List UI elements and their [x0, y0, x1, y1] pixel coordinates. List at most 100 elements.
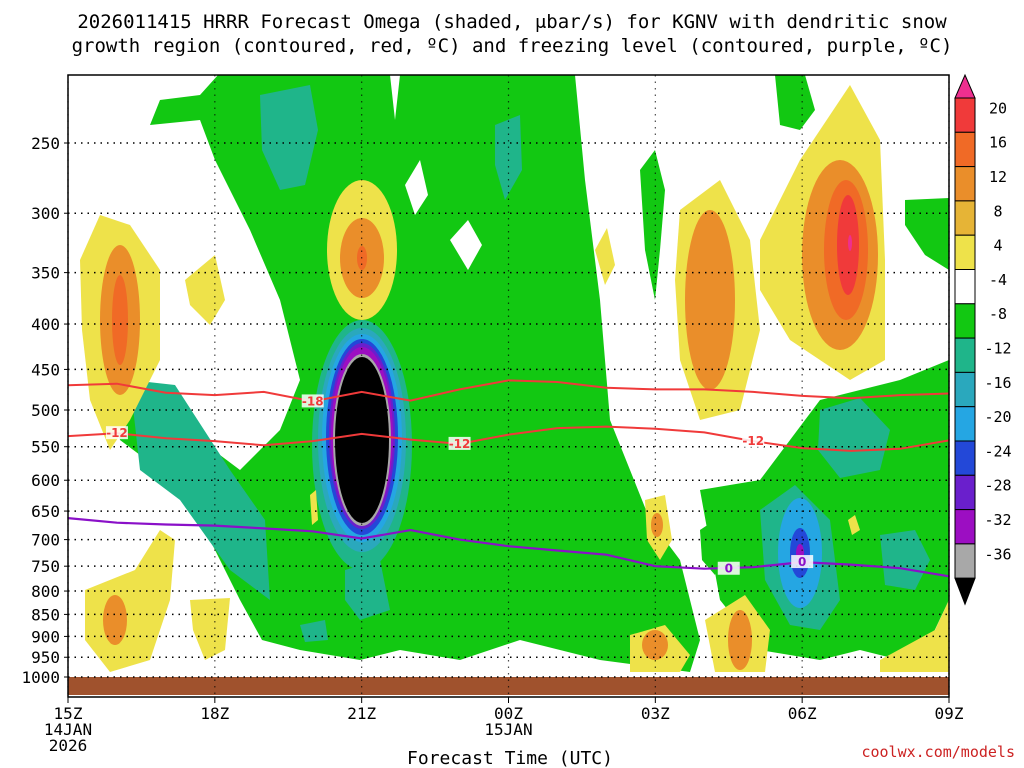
colorbar-label-11: -28	[984, 477, 1011, 495]
colorbar-swatch-5	[954, 234, 976, 270]
colorbar-swatch-9	[954, 371, 976, 408]
contour-label-bg-1	[105, 426, 128, 440]
x-tick-label-27-0: 03Z	[641, 704, 670, 723]
colorbar-swatch-13	[954, 509, 976, 545]
omega-teal-region-1	[260, 85, 318, 190]
y-tick-label-900: 900	[31, 627, 60, 646]
colorbar-label-12: -32	[984, 511, 1011, 529]
colorbar-swatch-10	[954, 406, 976, 442]
y-tick-label-500: 500	[31, 401, 60, 420]
colorbar-label-9: -20	[984, 408, 1011, 426]
colorbar-label-2: 12	[989, 168, 1007, 186]
x-tick-label-15-0: 15Z	[54, 704, 83, 723]
omega-green-region-far-right	[905, 198, 949, 270]
contour-label-bg-4	[717, 561, 740, 575]
omega-yellow-small-3	[595, 228, 615, 285]
y-axis: 250 300 350 400 450 500 550 600 650 700 750 800 850 9…	[21, 134, 68, 687]
omega-pink-07z	[848, 235, 852, 251]
y-tick-label-950: 950	[31, 648, 60, 667]
omega-yellow-small-4	[190, 598, 230, 660]
colorbar-label-10: -24	[984, 442, 1011, 460]
omega-white-gap-3	[310, 490, 318, 525]
y-tick-label-750: 750	[31, 557, 60, 576]
x-tick-label-30-0: 06Z	[788, 704, 817, 723]
omega-orange-05z	[685, 210, 735, 390]
omega-yellow-small-2	[185, 255, 225, 325]
contour-label-5: 0	[798, 555, 806, 569]
omega-teal-region-8	[345, 560, 390, 620]
omega-green-region-upper-right	[775, 75, 815, 130]
colorbar-label-0: 20	[989, 99, 1007, 117]
colorbar-swatch-6	[954, 269, 976, 305]
y-tick-label-600: 600	[31, 471, 60, 490]
y-tick-label-850: 850	[31, 605, 60, 624]
x-tick-label-15-1: 14JAN	[44, 720, 92, 739]
omega-green-region-small-2	[700, 520, 725, 575]
omega-darkorange-16z	[112, 275, 128, 365]
colorbar-swatch-4	[954, 200, 976, 236]
colorbar-bottom-arrow	[954, 577, 976, 606]
omega-teal-region-3	[130, 380, 270, 600]
y-tick-label-550: 550	[31, 438, 60, 457]
colorbar-top-arrow	[954, 73, 976, 99]
colorbar: 20 16 12 8 4 -4 -8 -12 -16 -20 -24 -28 -32 -36	[954, 73, 1012, 606]
colorbar-label-8: -16	[984, 374, 1011, 392]
colorbar-label-7: -12	[984, 340, 1011, 358]
contours: -18 -12 -12 -12 0 0	[67, 379, 950, 578]
omega-white-gap-1	[450, 220, 482, 270]
contour-label-3: -12	[742, 434, 764, 448]
colorbar-swatch-14	[954, 543, 976, 579]
credit-text: coolwx.com/models	[861, 743, 1015, 761]
omega-white-gap-2	[405, 160, 428, 215]
x-tick-label-24-1: 15JAN	[484, 720, 532, 739]
x-axis-title: Forecast Time (UTC)	[407, 748, 613, 768]
dgz-contour-0	[67, 379, 950, 403]
colorbar-swatch-8	[954, 337, 976, 373]
contour-label-bg-5	[791, 555, 814, 569]
y-tick-label-800: 800	[31, 582, 60, 601]
y-tick-label-700: 700	[31, 531, 60, 550]
omega-red-07z	[837, 195, 859, 295]
chart-title-line2: growth region (contoured, red, ºC) and f…	[72, 35, 953, 57]
contour-label-bg-3	[742, 434, 765, 448]
y-tick-label-1000: 1000	[21, 668, 60, 687]
x-tick-label-24-0: 00Z	[494, 704, 523, 723]
y-tick-label-450: 450	[31, 360, 60, 379]
omega-orange-lower-right-2	[728, 610, 752, 670]
y-tick-label-650: 650	[31, 502, 60, 521]
omega-green-region-mid-right	[640, 150, 665, 300]
colorbar-swatch-11	[954, 440, 976, 476]
colorbar-label-5: -4	[989, 271, 1007, 289]
colorbar-swatch-7	[954, 303, 976, 339]
colorbar-label-4: 4	[993, 237, 1002, 255]
colorbar-label-13: -36	[984, 545, 1011, 563]
y-tick-label-350: 350	[31, 264, 60, 283]
omega-green-region-small-1	[592, 462, 612, 525]
omega-teal-region-2	[495, 115, 522, 200]
contour-label-4: 0	[725, 562, 733, 576]
omega-teal-region-6	[880, 530, 930, 590]
y-tick-label-400: 400	[31, 315, 60, 334]
omega-orange-lower-right-1	[642, 630, 668, 660]
colorbar-label-1: 16	[989, 134, 1007, 152]
omega-yellow-small-5	[848, 515, 860, 535]
colorbar-swatch-12	[954, 474, 976, 511]
y-tick-label-300: 300	[31, 204, 60, 223]
colorbar-label-3: 8	[993, 202, 1002, 220]
contour-label-2: -12	[449, 437, 471, 451]
contour-label-bg-0	[301, 394, 324, 408]
colorbar-label-6: -8	[989, 305, 1007, 323]
colorbar-swatch-3	[954, 166, 976, 202]
contour-label-0: -18	[302, 394, 324, 408]
colorbar-swatch-2	[954, 131, 976, 168]
dgz-contour-1	[67, 425, 950, 452]
x-tick-label-18-0: 18Z	[200, 704, 229, 723]
omega-teal-region-5	[818, 398, 890, 478]
chart-title-line1: 2026011415 HRRR Forecast Omega (shaded, …	[77, 11, 947, 33]
contour-label-bg-2	[448, 436, 471, 450]
omega-yellow-lower-right-3	[880, 600, 949, 672]
contour-label-1: -12	[106, 426, 128, 440]
colorbar-swatch-1	[954, 97, 976, 133]
